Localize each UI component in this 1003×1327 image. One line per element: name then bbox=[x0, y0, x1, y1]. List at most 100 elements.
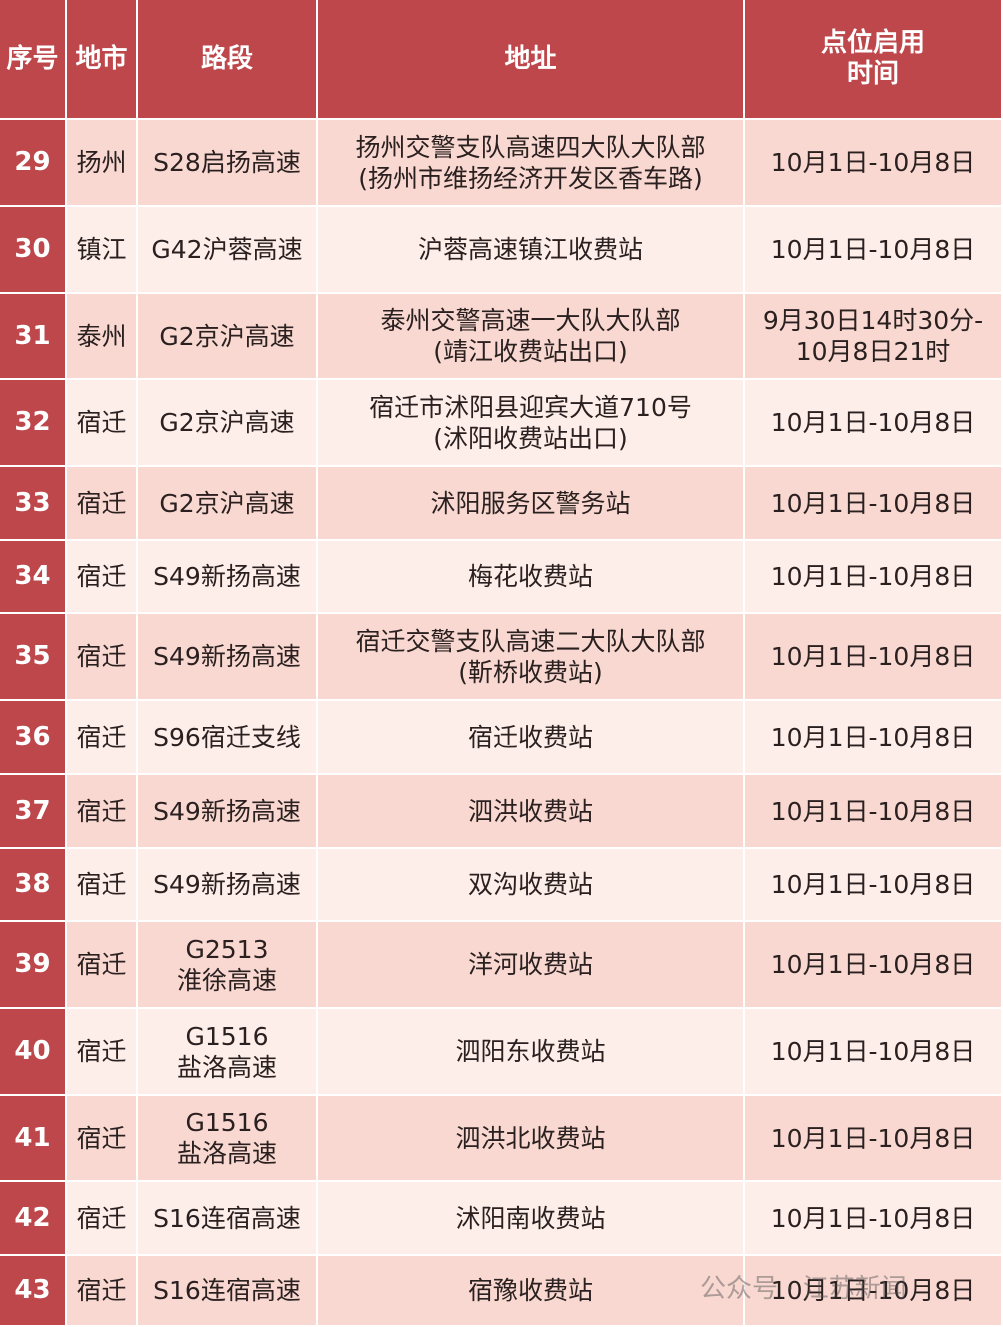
index-cell: 40 bbox=[0, 1009, 67, 1096]
index-cell: 32 bbox=[0, 380, 67, 467]
cell-text: 10月1日-10月8日 bbox=[770, 950, 976, 979]
cell-text: S28启扬高速 bbox=[153, 148, 301, 177]
time-cell: 9月30日14时30分- 10月8日21时 bbox=[745, 294, 1003, 380]
cell-text: S49新扬高速 bbox=[153, 870, 301, 899]
time-cell: 10月1日-10月8日 bbox=[745, 1009, 1003, 1096]
cell-text: 宿迁 bbox=[76, 796, 127, 826]
city-cell: 宿迁 bbox=[67, 614, 138, 701]
time-cell: 10月1日-10月8日 bbox=[745, 120, 1003, 207]
road-cell: G2513 淮徐高速 bbox=[138, 922, 318, 1009]
cell-text: G1516 bbox=[185, 1021, 269, 1051]
cell-text: S49新扬高速 bbox=[153, 642, 301, 671]
cell-text: 10月1日-10月8日 bbox=[770, 1276, 976, 1305]
header-cell: 序号 bbox=[0, 0, 67, 120]
cell-text: 40 bbox=[14, 1036, 51, 1066]
address-cell: 扬州交警支队高速四大队大队部 (扬州市维扬经济开发区香车路) bbox=[318, 120, 745, 207]
cell-text: 43 bbox=[14, 1275, 51, 1305]
cell-text: 宿迁 bbox=[76, 1037, 127, 1066]
cell-text: 33 bbox=[14, 487, 51, 518]
time-cell: 10月1日-10月8日 bbox=[745, 380, 1003, 467]
cell-text: 时间 bbox=[846, 59, 899, 89]
time-cell: 10月1日-10月8日 bbox=[745, 467, 1003, 541]
cell-text: G42沪蓉高速 bbox=[151, 235, 303, 264]
city-cell: 宿迁 bbox=[67, 467, 138, 541]
index-cell: 41 bbox=[0, 1096, 67, 1182]
header-cell: 地址 bbox=[318, 0, 745, 120]
road-cell: S28启扬高速 bbox=[138, 120, 318, 207]
cell-text: 宿迁市沭阳县迎宾大道710号 bbox=[369, 392, 692, 422]
cell-text: 泰州 bbox=[76, 321, 127, 351]
cell-text: S16连宿高速 bbox=[153, 1203, 301, 1233]
cell-text: G2513 bbox=[185, 934, 269, 964]
cell-text: 10月1日-10月8日 bbox=[770, 562, 976, 591]
cell-text: 宿迁 bbox=[76, 870, 127, 899]
index-cell: 31 bbox=[0, 294, 67, 380]
cell-text: 宿迁 bbox=[76, 1276, 127, 1305]
cell-text: 宿迁收费站 bbox=[467, 722, 593, 752]
header-cell: 地市 bbox=[67, 0, 138, 120]
road-cell: G2京沪高速 bbox=[138, 467, 318, 541]
cell-text: 宿迁 bbox=[76, 1203, 127, 1233]
road-cell: G2京沪高速 bbox=[138, 294, 318, 380]
cell-text: S96宿迁支线 bbox=[153, 722, 301, 752]
cell-text: 泗洪北收费站 bbox=[455, 1123, 606, 1153]
cell-text: 盐洛高速 bbox=[176, 1139, 277, 1168]
cell-text: 宿豫收费站 bbox=[467, 1276, 593, 1305]
cell-text: 42 bbox=[14, 1202, 51, 1233]
cell-text: 双沟收费站 bbox=[467, 870, 593, 899]
index-cell: 29 bbox=[0, 120, 67, 207]
address-cell: 泰州交警高速一大队大队部 (靖江收费站出口) bbox=[318, 294, 745, 380]
cell-text: G2京沪高速 bbox=[159, 321, 295, 351]
city-cell: 泰州 bbox=[67, 294, 138, 380]
index-cell: 43 bbox=[0, 1256, 67, 1327]
city-cell: 宿迁 bbox=[67, 922, 138, 1009]
index-cell: 33 bbox=[0, 467, 67, 541]
city-cell: 宿迁 bbox=[67, 775, 138, 849]
index-cell: 36 bbox=[0, 701, 67, 775]
index-cell: 30 bbox=[0, 207, 67, 294]
cell-text: 10月1日-10月8日 bbox=[770, 488, 976, 518]
cell-text: 路段 bbox=[200, 43, 253, 74]
address-cell: 宿迁收费站 bbox=[318, 701, 745, 775]
cell-text: 宿迁 bbox=[76, 488, 127, 518]
address-cell: 双沟收费站 bbox=[318, 849, 745, 922]
cell-text: 38 bbox=[14, 869, 51, 899]
road-cell: S49新扬高速 bbox=[138, 541, 318, 614]
cell-text: 泗洪收费站 bbox=[467, 796, 593, 826]
cell-text: 洋河收费站 bbox=[467, 950, 593, 979]
header-cell: 路段 bbox=[138, 0, 318, 120]
address-cell: 洋河收费站 bbox=[318, 922, 745, 1009]
cell-text: 宿迁 bbox=[76, 1123, 127, 1153]
cell-text: 宿迁 bbox=[76, 642, 127, 671]
cell-text: 10月1日-10月8日 bbox=[770, 148, 976, 177]
cell-text: 镇江 bbox=[76, 235, 127, 264]
cell-text: G2京沪高速 bbox=[159, 408, 295, 437]
road-cell: G1516 盐洛高速 bbox=[138, 1009, 318, 1096]
road-cell: G1516 盐洛高速 bbox=[138, 1096, 318, 1182]
cell-text: 10月1日-10月8日 bbox=[770, 1037, 976, 1066]
cell-text: 地址 bbox=[504, 43, 557, 74]
time-cell: 10月1日-10月8日 bbox=[745, 849, 1003, 922]
cell-text: 35 bbox=[14, 641, 51, 671]
header-cell: 点位启用 时间 bbox=[745, 0, 1003, 120]
cell-text: 10月8日21时 bbox=[795, 337, 951, 366]
time-cell: 10月1日-10月8日 bbox=[745, 541, 1003, 614]
address-cell: 宿迁市沭阳县迎宾大道710号 (沭阳收费站出口) bbox=[318, 380, 745, 467]
cell-text: 盐洛高速 bbox=[176, 1052, 277, 1082]
time-cell: 10月1日-10月8日 bbox=[745, 1182, 1003, 1256]
cell-text: 30 bbox=[14, 234, 51, 264]
cell-text: 10月1日-10月8日 bbox=[770, 1203, 976, 1233]
cell-text: 10月1日-10月8日 bbox=[770, 642, 976, 671]
cell-text: S49新扬高速 bbox=[153, 562, 301, 591]
city-cell: 镇江 bbox=[67, 207, 138, 294]
address-cell: 沭阳南收费站 bbox=[318, 1182, 745, 1256]
time-cell: 10月1日-10月8日 bbox=[745, 614, 1003, 701]
city-cell: 宿迁 bbox=[67, 1096, 138, 1182]
cell-text: (扬州市维扬经济开发区香车路) bbox=[358, 163, 703, 193]
time-cell: 10月1日-10月8日 bbox=[745, 207, 1003, 294]
road-cell: G42沪蓉高速 bbox=[138, 207, 318, 294]
index-cell: 34 bbox=[0, 541, 67, 614]
cell-text: G2京沪高速 bbox=[159, 488, 295, 518]
road-cell: S16连宿高速 bbox=[138, 1182, 318, 1256]
